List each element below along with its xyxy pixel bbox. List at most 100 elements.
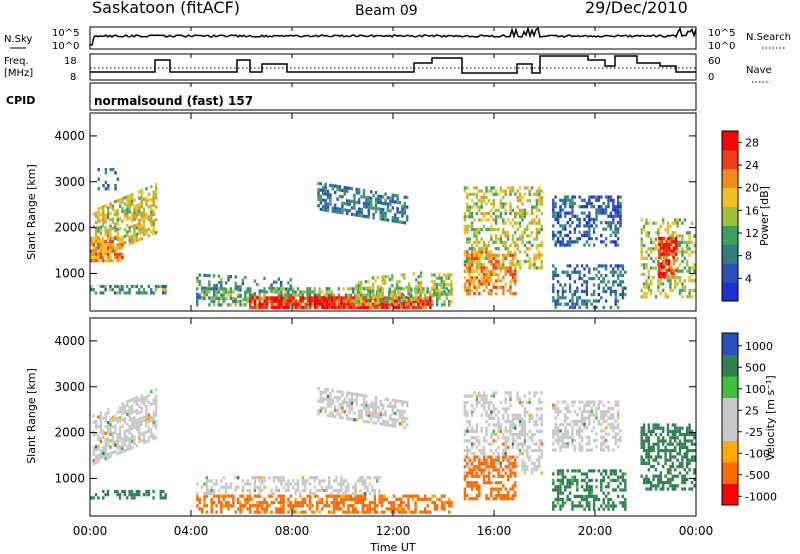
velocity-cell bbox=[588, 448, 591, 452]
power-cell bbox=[494, 263, 498, 267]
velocity-cell bbox=[126, 413, 129, 417]
velocity-cell bbox=[468, 468, 471, 472]
power-cell bbox=[99, 247, 103, 251]
velocity-cell bbox=[607, 410, 610, 414]
velocity-cell bbox=[482, 391, 486, 395]
power-cell bbox=[371, 302, 374, 306]
velocity-cell bbox=[595, 413, 598, 417]
power-cell bbox=[578, 270, 581, 274]
velocity-cell bbox=[282, 485, 285, 489]
velocity-cell bbox=[592, 419, 596, 423]
velocity-cell bbox=[424, 497, 427, 501]
power-cell bbox=[350, 206, 354, 210]
power-cell bbox=[485, 256, 488, 260]
velocity-cell bbox=[616, 413, 620, 417]
power-cell bbox=[147, 227, 151, 231]
velocity-cell bbox=[372, 414, 375, 418]
velocity-cell bbox=[404, 494, 408, 498]
power-cell bbox=[415, 294, 418, 298]
velocity-cell bbox=[552, 482, 555, 486]
velocity-cell bbox=[602, 448, 605, 452]
velocity-cell bbox=[138, 398, 141, 402]
power-cell bbox=[497, 215, 500, 219]
velocity-cell bbox=[535, 448, 539, 453]
power-cell bbox=[365, 215, 368, 219]
power-cell bbox=[688, 295, 691, 299]
power-cell bbox=[370, 190, 373, 194]
power-cell bbox=[116, 199, 119, 203]
velocity-cell bbox=[366, 507, 369, 511]
velocity-cell bbox=[470, 413, 474, 417]
velocity-cell bbox=[473, 497, 476, 501]
power-cell bbox=[406, 195, 409, 200]
power-cell bbox=[688, 247, 691, 251]
velocity-cell bbox=[104, 418, 107, 422]
power-cell bbox=[352, 296, 355, 300]
power-cell bbox=[97, 168, 100, 172]
velocity-cell bbox=[90, 496, 93, 500]
cpid-label: CPID bbox=[6, 94, 35, 107]
power-cell bbox=[306, 293, 309, 297]
power-cell bbox=[398, 220, 402, 224]
power-cell bbox=[114, 187, 117, 191]
power-cell bbox=[619, 201, 622, 206]
velocity-cell bbox=[362, 394, 366, 398]
velocity-cell bbox=[152, 489, 155, 494]
power-cell bbox=[475, 186, 479, 190]
power-cell bbox=[289, 287, 292, 291]
power-cell bbox=[504, 266, 507, 270]
power-cell bbox=[499, 215, 503, 219]
velocity-cell bbox=[150, 434, 153, 439]
velocity-cell bbox=[106, 440, 110, 444]
power-cell bbox=[518, 211, 522, 216]
power-cell bbox=[104, 243, 107, 247]
velocity-cell bbox=[480, 413, 483, 417]
power-cell bbox=[585, 293, 589, 297]
power-cell bbox=[466, 266, 469, 270]
power-cell bbox=[246, 300, 249, 304]
velocity-cell bbox=[205, 482, 209, 486]
power-cell bbox=[502, 292, 505, 296]
power-cell bbox=[94, 259, 98, 263]
power-cell bbox=[114, 246, 117, 250]
velocity-cell bbox=[492, 407, 495, 411]
power-cell bbox=[94, 252, 98, 256]
power-cell bbox=[499, 234, 503, 238]
power-cell bbox=[325, 290, 328, 294]
power-cell bbox=[657, 282, 660, 286]
velocity-cell bbox=[588, 507, 591, 511]
velocity-cell bbox=[130, 436, 134, 440]
velocity-cell bbox=[445, 500, 448, 505]
power-cell bbox=[374, 301, 377, 305]
power-cell bbox=[482, 192, 486, 196]
velocity-cell bbox=[535, 423, 539, 427]
power-cell bbox=[334, 203, 337, 207]
velocity-cell bbox=[371, 500, 374, 505]
power-cell bbox=[140, 192, 143, 196]
power-cell bbox=[154, 218, 158, 222]
power-cell bbox=[559, 224, 562, 228]
velocity-cell bbox=[478, 468, 481, 472]
velocity-cell bbox=[504, 397, 507, 401]
power-cell bbox=[263, 293, 266, 297]
power-cell bbox=[466, 224, 469, 228]
velocity-cell bbox=[350, 404, 354, 409]
velocity-cell bbox=[349, 510, 352, 514]
velocity-cell bbox=[604, 426, 608, 430]
power-cell bbox=[564, 302, 567, 306]
velocity-cell bbox=[354, 492, 357, 496]
velocity-cell bbox=[540, 416, 543, 421]
power-cell bbox=[111, 204, 115, 208]
velocity-cell bbox=[506, 461, 510, 465]
power-cell bbox=[658, 262, 661, 266]
velocity-cell bbox=[97, 415, 100, 419]
power-cell bbox=[669, 279, 672, 283]
power-cell bbox=[332, 293, 336, 297]
power-cell bbox=[585, 305, 589, 309]
power-cell bbox=[674, 276, 677, 280]
velocity-cell bbox=[325, 500, 328, 505]
velocity-cell bbox=[509, 426, 512, 430]
power-cell bbox=[480, 218, 483, 222]
power-cell bbox=[352, 302, 355, 306]
power-cell bbox=[366, 305, 370, 310]
